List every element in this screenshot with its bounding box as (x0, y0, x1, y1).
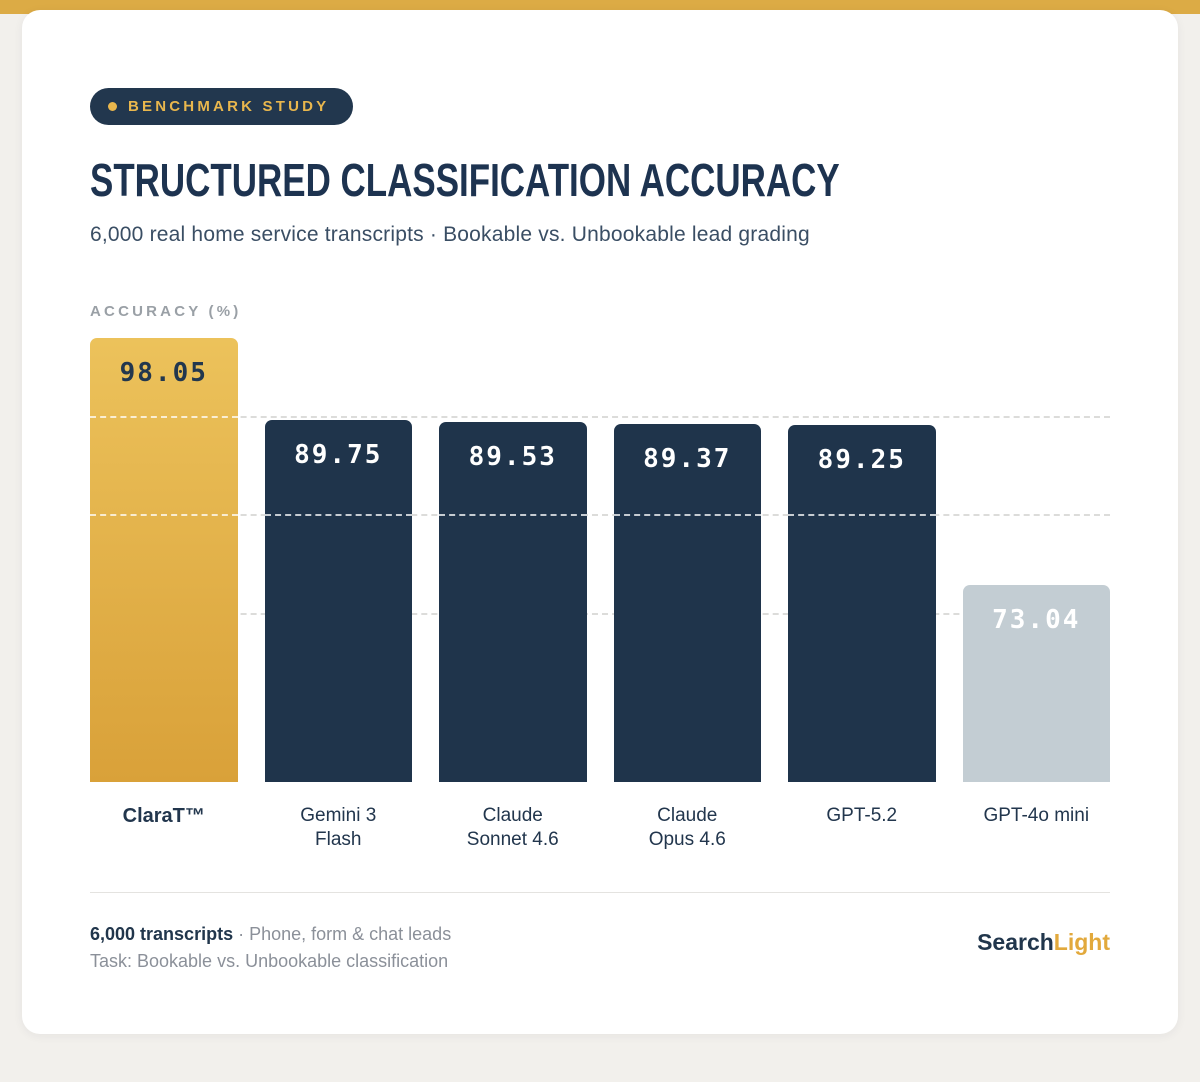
x-label: Gemini 3 Flash (265, 804, 413, 852)
x-label-text: GPT-5.2 (826, 805, 898, 826)
brand-primary: Search (977, 928, 1054, 955)
bar-value-label: 73.04 (992, 604, 1081, 635)
x-label: ClaraT™ (90, 804, 238, 852)
x-label-text: Claude Sonnet 4.6 (466, 805, 559, 850)
bar-Claude Opus 4.6: 89.37 (613, 423, 761, 782)
bar-value-label: 98.05 (119, 358, 208, 389)
bar-GPT-5.2: 89.25 (788, 425, 936, 782)
x-label: Claude Sonnet 4.6 (439, 804, 587, 852)
x-label-text: GPT-4o mini (983, 805, 1090, 826)
x-label-text: ClaraT™ (122, 805, 205, 827)
bar-column: 89.25 (788, 334, 936, 782)
bar-column: 73.04 (962, 334, 1110, 782)
bar-value-label: 89.25 (817, 445, 906, 476)
bar-gridline-80 (613, 514, 761, 517)
bar-column: 89.53 (439, 334, 587, 782)
footer: 6,000 transcripts · Phone, form & chat l… (90, 921, 1110, 977)
footer-divider (90, 891, 1110, 893)
bar-column: 89.75 (264, 334, 412, 782)
bar-Gemini 3 Flash: 89.75 (264, 420, 412, 782)
footer-notes: 6,000 transcripts · Phone, form & chat l… (90, 921, 451, 977)
benchmark-badge: BENCHMARK STUDY (90, 88, 354, 125)
chart-section: ACCURACY (%) 98.05 89.75 89.53 89.37 89.25 73… (90, 303, 1110, 852)
bar-column: 98.05 (90, 334, 238, 782)
benchmark-card: BENCHMARK STUDY STRUCTURED CLASSIFICATIO… (22, 10, 1178, 1035)
brand-accent: Light (1053, 928, 1110, 955)
bar-Claude Sonnet 4.6: 89.53 (439, 422, 587, 782)
gridlines (90, 334, 1110, 782)
footer-line1-rest: · Phone, form & chat leads (233, 923, 452, 944)
bar-gridline-80 (264, 514, 412, 517)
bar-value-label: 89.53 (468, 442, 557, 473)
x-label-text: Claude Opus 4.6 (648, 805, 726, 850)
bar-value-label: 89.75 (294, 440, 383, 471)
x-label: GPT-4o mini (963, 804, 1111, 852)
footer-line2: Task: Bookable vs. Unbookable classifica… (90, 951, 449, 972)
bar-gridline-80 (439, 514, 587, 517)
page-subtitle: 6,000 real home service transcripts · Bo… (90, 223, 810, 246)
footer-line1: 6,000 transcripts · Phone, form & chat l… (90, 921, 451, 949)
bar-column: 89.37 (613, 334, 761, 782)
x-labels-row: ClaraT™ Gemini 3 Flash Claude Sonnet 4.6 Cl… (90, 804, 1110, 852)
plot-area: 98.05 89.75 89.53 89.37 89.25 73.04 (90, 334, 1110, 782)
bar-ClaraT™: 98.05 (90, 338, 238, 782)
footer-line1-bold: 6,000 transcripts (90, 923, 234, 944)
bar-gridline-80 (90, 514, 238, 517)
badge-label: BENCHMARK STUDY (128, 98, 330, 115)
page-title: STRUCTURED CLASSIFICATION ACCURACY (90, 154, 840, 206)
y-axis-label: ACCURACY (%) (90, 303, 242, 320)
bar-value-label: 89.37 (643, 443, 732, 474)
gridline-90 (90, 415, 1110, 418)
badge-dot-icon (108, 102, 117, 111)
x-label: GPT-5.2 (788, 804, 936, 852)
brand-logo: SearchLight (977, 929, 1110, 956)
x-label: Claude Opus 4.6 (614, 804, 762, 852)
bar-gridline-90 (90, 415, 238, 418)
bars-row: 98.05 89.75 89.53 89.37 89.25 73.04 (90, 334, 1110, 782)
bar-gridline-80 (788, 514, 936, 517)
x-label-text: Gemini 3 Flash (300, 805, 377, 850)
gridline-70 (90, 612, 1110, 615)
bar-GPT-4o mini: 73.04 (962, 584, 1110, 782)
gridline-80 (90, 514, 1110, 517)
